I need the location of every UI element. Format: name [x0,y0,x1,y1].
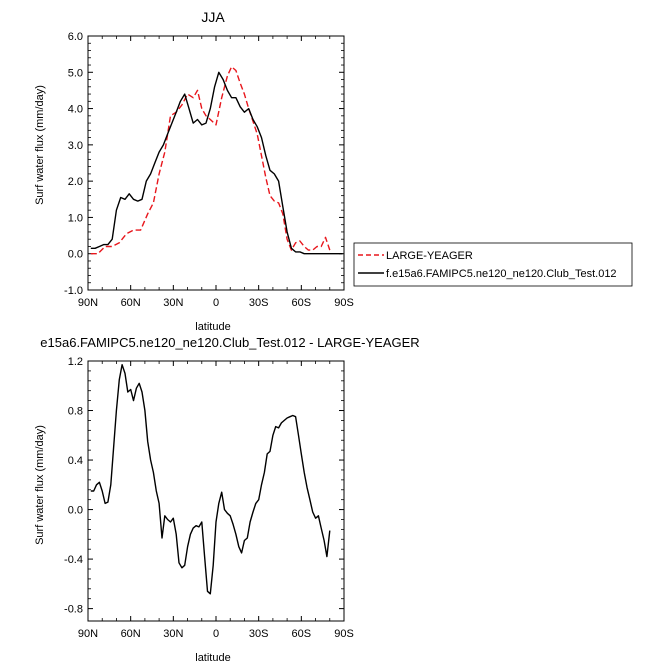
bottom-y-tick-label: 0.4 [68,455,83,467]
top-x-tick-label: 30S [249,297,269,309]
top-plot-area: 90N 60N 30N 0 30S 60S 90S -1.0 0.0 1.0 2.0 3.0 4.0 5.… [64,31,354,309]
top-y-tick-label: 0.0 [68,249,83,261]
top-x-axis-label: latitude [195,321,230,333]
bottom-y-tick-label: 0.8 [68,406,83,418]
top-panel: JJA Surf water flux (mm/day) latitude 90… [34,9,354,333]
top-x-tick-label: 30N [163,297,183,309]
bottom-y-tick-label: 0.0 [68,505,83,517]
top-x-tick-label: 60S [292,297,312,309]
top-y-tick-label: 2.0 [68,176,83,188]
top-y-tick-label: 4.0 [68,104,83,116]
top-x-tick-label: 90N [78,297,98,309]
bottom-y-tick-label: -0.4 [64,554,83,566]
top-series-line-f-e15a6-famipc5-ne120-ne120-club-test-012 [90,71,343,255]
legend-box [353,242,633,287]
top-y-tick-label: 3.0 [68,140,83,152]
legend-label-large-yeager: LARGE-YEAGER [386,250,473,262]
bottom-plot-frame [87,360,345,622]
bottom-x-axis-label: latitude [195,652,230,664]
top-x-tick-label: 90S [334,297,354,309]
bottom-x-tick-label: 90N [78,628,98,640]
bottom-x-tick-label: 0 [213,628,219,640]
bottom-x-tick-label: 90S [334,628,354,640]
bottom-series-line-difference [90,364,331,595]
bottom-y-tick-label: 1.2 [68,356,83,368]
bottom-chart-title: e15a6.FAMIPC5.ne120_ne120.Club_Test.012 … [40,335,419,350]
top-x-tick-label: 0 [213,297,219,309]
legend-label-model: f.e15a6.FAMIPC5.ne120_ne120.Club_Test.01… [386,268,617,280]
bottom-y-tick-label: -0.8 [64,604,83,616]
top-y-tick-label: 1.0 [68,212,83,224]
bottom-y-axis-label: Surf water flux (mm/day) [34,425,46,545]
legend: LARGE-YEAGER f.e15a6.FAMIPC5.ne120_ne120… [353,242,633,287]
top-series-line-large-yeager [90,66,331,255]
top-x-tick-label: 60N [121,297,141,309]
top-chart-title: JJA [201,9,225,25]
top-y-axis-label: Surf water flux (mm/day) [34,85,46,205]
bottom-x-tick-label: 60S [292,628,312,640]
bottom-plot-area: 90N 60N 30N 0 30S 60S 90S -0.8 -0.4 0.0 0.4 0.8 1.2 [64,356,354,640]
bottom-x-tick-label: 60N [121,628,141,640]
bottom-x-tick-label: 30S [249,628,269,640]
bottom-panel: e15a6.FAMIPC5.ne120_ne120.Club_Test.012 … [34,335,420,664]
top-y-tick-label: 6.0 [68,31,83,43]
bottom-x-tick-label: 30N [163,628,183,640]
top-plot-frame [87,35,345,291]
top-y-tick-label: -1.0 [64,285,83,297]
top-y-tick-label: 5.0 [68,67,83,79]
